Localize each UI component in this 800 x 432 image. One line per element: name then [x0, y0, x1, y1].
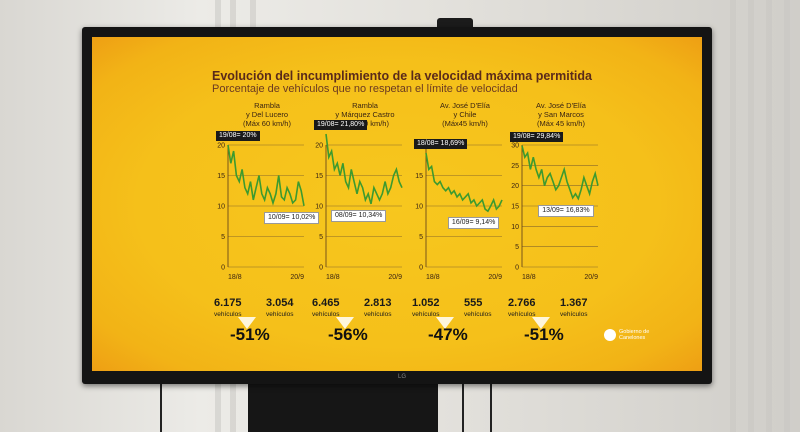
vehicles-before: 6.465: [312, 297, 340, 309]
y-tick-label: 30: [511, 143, 519, 150]
y-tick-label: 25: [511, 163, 519, 170]
vehicles-after: 1.367: [560, 297, 588, 309]
government-logo-icon: [604, 329, 616, 341]
min-value-label: 13/09= 16,83%: [538, 204, 594, 217]
vehicles-unit-after: vehículos: [266, 311, 294, 318]
vehicles-after: 2.813: [364, 297, 392, 309]
min-value-label: 08/09= 10,34%: [331, 209, 387, 222]
y-tick-label: 0: [221, 265, 225, 272]
y-tick-label: 15: [415, 173, 423, 180]
chart-title: Av. José D'Elía y Chile (Máx45 km/h): [440, 101, 490, 128]
slide-subtitle: Porcentaje de vehículos que no respetan …: [212, 83, 518, 95]
y-tick-label: 5: [419, 234, 423, 241]
y-tick-label: 10: [217, 204, 225, 211]
y-tick-label: 0: [319, 265, 323, 272]
percent-change: -51%: [524, 317, 564, 345]
government-logo-text: Gobierno de Canelones: [619, 329, 650, 341]
vehicles-after: 3.054: [266, 297, 294, 309]
tv-frame: Evolución del incumplimiento de la veloc…: [82, 27, 712, 384]
vehicles-before: 1.052: [412, 297, 440, 309]
vehicles-unit-before: vehículos: [312, 311, 340, 318]
down-arrow-icon: [336, 317, 354, 329]
vehicles-unit-after: vehículos: [464, 311, 492, 318]
vehicles-unit-after: vehículos: [560, 311, 588, 318]
chart-title: Rambla y Del Lucero (Máx 60 km/h): [243, 101, 291, 128]
series-line: [325, 133, 403, 205]
y-tick-label: 5: [515, 244, 519, 251]
x-tick-label: 20/9: [388, 274, 402, 281]
y-tick-label: 20: [511, 183, 519, 190]
max-value-label: 19/08= 20%: [216, 131, 260, 141]
y-tick-label: 0: [419, 265, 423, 272]
chart-panel: Rambla y Del Lucero (Máx 60 km/h) 0 5 10 15 20 1…: [212, 101, 322, 361]
tv-brand-logo: LG: [398, 374, 407, 380]
down-arrow-icon: [532, 317, 550, 329]
vehicles-unit-before: vehículos: [508, 311, 536, 318]
x-tick-label: 20/9: [584, 274, 598, 281]
vehicles-before: 6.175: [214, 297, 242, 309]
series-line: [227, 144, 305, 207]
percent-change: -51%: [230, 317, 270, 345]
line-chart: 0 5 10 15 20 18/8 20/9: [315, 133, 403, 281]
chart-title: Av. José D'Elía y San Marcos (Máx 45 km/h): [536, 101, 586, 128]
cable: [462, 384, 464, 432]
min-value-label: 16/09= 9,14%: [447, 217, 500, 230]
vehicles-unit-before: vehículos: [214, 311, 242, 318]
percent-change: -47%: [428, 317, 468, 345]
y-tick-label: 15: [217, 173, 225, 180]
cable: [160, 384, 162, 432]
min-value-label: 10/09= 10,02%: [264, 211, 320, 224]
x-tick-label: 20/9: [488, 274, 502, 281]
y-tick-label: 10: [511, 224, 519, 231]
y-tick-label: 15: [315, 173, 323, 180]
y-tick-label: 10: [315, 204, 323, 211]
max-value-label: 19/08= 21,80%: [314, 120, 368, 131]
series-line: [521, 145, 599, 201]
y-tick-label: 15: [511, 204, 519, 211]
y-tick-label: 5: [319, 234, 323, 241]
y-tick-label: 5: [221, 234, 225, 241]
x-tick-label: 18/8: [522, 274, 536, 281]
x-tick-label: 20/9: [290, 274, 304, 281]
cable: [490, 384, 492, 432]
vehicles-after: 555: [464, 297, 483, 309]
max-value-label: 18/08= 18,69%: [414, 138, 468, 149]
series-line: [425, 152, 503, 213]
y-tick-label: 0: [515, 265, 519, 272]
max-value-label: 19/08= 29,84%: [510, 131, 564, 142]
x-tick-label: 18/8: [228, 274, 242, 281]
x-tick-label: 18/8: [426, 274, 440, 281]
line-chart: 0 5 10 15 20 25 30 18/8 20/9: [511, 143, 599, 281]
presentation-slide: Evolución del incumplimiento de la veloc…: [92, 37, 702, 371]
down-arrow-icon: [238, 317, 256, 329]
down-arrow-icon: [436, 317, 454, 329]
x-tick-label: 18/8: [326, 274, 340, 281]
vehicles-unit-before: vehículos: [412, 311, 440, 318]
vehicles-unit-after: vehículos: [364, 311, 392, 318]
tv-stand: [248, 384, 438, 432]
y-tick-label: 20: [315, 143, 323, 150]
slide-title: Evolución del incumplimiento de la veloc…: [212, 69, 592, 83]
y-tick-label: 10: [415, 204, 423, 211]
y-tick-label: 20: [217, 143, 225, 150]
line-chart: 0 5 10 15 20 18/8 20/9: [217, 143, 305, 281]
chart-panel: Av. José D'Elía y San Marcos (Máx 45 km/h)…: [506, 101, 616, 361]
chart-panel: Av. José D'Elía y Chile (Máx45 km/h) 0 5 10 15…: [410, 101, 520, 361]
percent-change: -56%: [328, 317, 368, 345]
vehicles-before: 2.766: [508, 297, 536, 309]
